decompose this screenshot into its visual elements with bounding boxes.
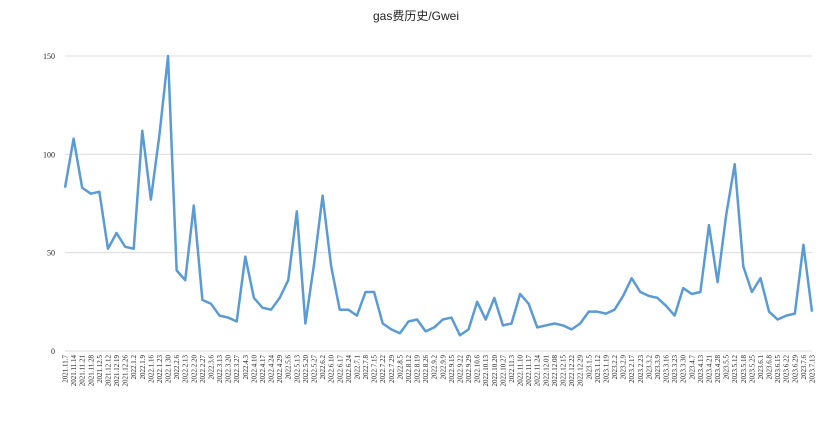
x-tick-label: 2022.10.20 bbox=[491, 355, 499, 387]
x-tick-label: 2022.12.15 bbox=[560, 355, 568, 387]
x-tick-label: 2022.12.01 bbox=[542, 355, 550, 387]
x-tick-label: 2022.9.15 bbox=[448, 355, 456, 384]
x-tick-label: 2023.5.18 bbox=[740, 355, 748, 384]
x-tick-label: 2022.1.16 bbox=[147, 355, 155, 384]
x-tick-label: 2022.6.17 bbox=[336, 355, 344, 384]
x-tick-label: 2022.7.22 bbox=[379, 355, 387, 384]
x-tick-label: 2022.12.08 bbox=[551, 355, 559, 387]
x-tick-label: 2022.3.27 bbox=[233, 355, 241, 384]
y-tick-label: 50 bbox=[47, 249, 55, 258]
x-tick-label: 2022.11.17 bbox=[525, 355, 533, 387]
x-tick-label: 2022.2.27 bbox=[199, 355, 207, 384]
x-tick-label: 2022.12.22 bbox=[568, 355, 576, 387]
x-tick-label: 2022.5.20 bbox=[302, 355, 310, 384]
x-tick-label: 2021.11.21 bbox=[79, 355, 87, 387]
x-tick-label: 2022.2.13 bbox=[182, 355, 190, 384]
y-tick-label: 150 bbox=[43, 52, 55, 61]
x-tick-label: 2022.1.2 bbox=[130, 355, 138, 380]
x-tick-label: 2022.9.29 bbox=[465, 355, 473, 384]
x-tick-label: 2023.6.1 bbox=[757, 355, 765, 380]
x-tick-label: 2022.6.24 bbox=[345, 355, 353, 384]
x-tick-label: 2022.8.26 bbox=[422, 355, 430, 384]
x-tick-label: 2021.12.5 bbox=[96, 355, 104, 384]
x-tick-label: 2022.11.24 bbox=[534, 355, 542, 387]
x-tick-label: 2023.7.6 bbox=[800, 355, 808, 380]
x-tick-label: 2023.3.9 bbox=[654, 355, 662, 380]
x-tick-label: 2023.6.8 bbox=[766, 355, 774, 380]
x-tick-label: 2023.6.15 bbox=[774, 355, 782, 384]
x-tick-label: 2022.11.3 bbox=[508, 355, 516, 383]
x-tick-label: 2023.3.16 bbox=[663, 355, 671, 384]
x-tick-label: 2022.12.29 bbox=[577, 355, 585, 387]
x-tick-label: 2022.2.20 bbox=[190, 355, 198, 384]
x-tick-label: 2022.9.2 bbox=[431, 355, 439, 380]
x-tick-label: 2023.1.12 bbox=[594, 355, 602, 384]
x-tick-label: 2022.10.6 bbox=[474, 355, 482, 384]
x-tick-label: 2023.4.28 bbox=[714, 355, 722, 384]
x-tick-label: 2023.4.21 bbox=[705, 355, 713, 384]
x-tick-label: 2022.4.17 bbox=[259, 355, 267, 384]
x-tick-label: 2021.12.26 bbox=[122, 355, 130, 387]
x-tick-label: 2023.5.25 bbox=[748, 355, 756, 384]
x-tick-label: 2023.1.5 bbox=[585, 355, 593, 380]
x-tick-label: 2022.3.20 bbox=[225, 355, 233, 384]
x-tick-label: 2022.7.15 bbox=[371, 355, 379, 384]
x-tick-label: 2022.8.12 bbox=[405, 355, 413, 384]
x-tick-label: 2022.7.8 bbox=[362, 355, 370, 380]
x-tick-label: 2021.11.28 bbox=[87, 355, 95, 387]
x-tick-label: 2022.9.9 bbox=[439, 355, 447, 380]
x-tick-label: 2023.5.5 bbox=[723, 355, 731, 380]
chart-title: gas费历史/Gwei bbox=[373, 9, 459, 23]
x-tick-label: 2022.9.22 bbox=[456, 355, 464, 384]
x-tick-label: 2022.4.10 bbox=[250, 355, 258, 384]
x-tick-label: 2022.3.6 bbox=[207, 355, 215, 380]
x-tick-label: 2022.4.29 bbox=[276, 355, 284, 384]
x-tick-label: 2023.5.12 bbox=[731, 355, 739, 384]
x-tick-label: 2022.4.24 bbox=[268, 355, 276, 384]
x-tick-label: 2021.12.19 bbox=[113, 355, 121, 387]
x-tick-label: 2022.3.13 bbox=[216, 355, 224, 384]
x-tick-label: 2022.7.29 bbox=[388, 355, 396, 384]
x-tick-label: 2023.4.7 bbox=[688, 355, 696, 380]
x-tick-label: 2023.3.2 bbox=[645, 355, 653, 380]
x-tick-label: 2022.8.19 bbox=[414, 355, 422, 384]
x-tick-label: 2023.3.23 bbox=[671, 355, 679, 384]
x-tick-label: 2022.1.9 bbox=[139, 355, 147, 380]
x-tick-label: 2023.2.9 bbox=[620, 355, 628, 380]
x-tick-label: 2023.2.23 bbox=[637, 355, 645, 384]
x-tick-label: 2023.1.19 bbox=[602, 355, 610, 384]
x-tick-label: 2021.11.14 bbox=[70, 355, 78, 387]
x-tick-label: 2023.2.17 bbox=[628, 355, 636, 384]
x-tick-label: 2022.5.13 bbox=[293, 355, 301, 384]
x-tick-label: 2022.6.10 bbox=[328, 355, 336, 384]
x-tick-label: 2022.7.1 bbox=[353, 355, 361, 380]
x-tick-label: 2022.1.23 bbox=[156, 355, 164, 384]
data-line bbox=[63, 54, 814, 337]
x-tick-label: 2022.10.13 bbox=[482, 355, 490, 387]
x-tick-label: 2022.4.3 bbox=[242, 355, 250, 380]
x-tick-label: 2022.6.2 bbox=[319, 355, 327, 380]
x-tick-label: 2022.10.27 bbox=[499, 355, 507, 387]
x-tick-label: 2023.7.13 bbox=[809, 355, 817, 384]
x-tick-label: 2022.11.10 bbox=[517, 355, 525, 387]
x-tick-label: 2022.1.30 bbox=[165, 355, 173, 384]
x-tick-label: 2023.2.2 bbox=[611, 355, 619, 380]
x-tick-label: 2022.8.5 bbox=[396, 355, 404, 380]
x-tick-label: 2023.6.29 bbox=[791, 355, 799, 384]
x-tick-label: 2023.6.22 bbox=[783, 355, 791, 384]
x-tick-label: 2021.11.7 bbox=[62, 355, 70, 383]
x-tick-label: 2023.4.13 bbox=[697, 355, 705, 384]
y-tick-label: 100 bbox=[43, 150, 55, 159]
x-tick-label: 2021.12.12 bbox=[104, 355, 112, 387]
y-tick-label: 0 bbox=[51, 347, 55, 356]
x-tick-label: 2023.3.30 bbox=[680, 355, 688, 384]
x-tick-label: 2022.5.27 bbox=[311, 355, 319, 384]
x-tick-label: 2022.2.6 bbox=[173, 355, 181, 380]
x-tick-label: 2022.5.6 bbox=[285, 355, 293, 380]
